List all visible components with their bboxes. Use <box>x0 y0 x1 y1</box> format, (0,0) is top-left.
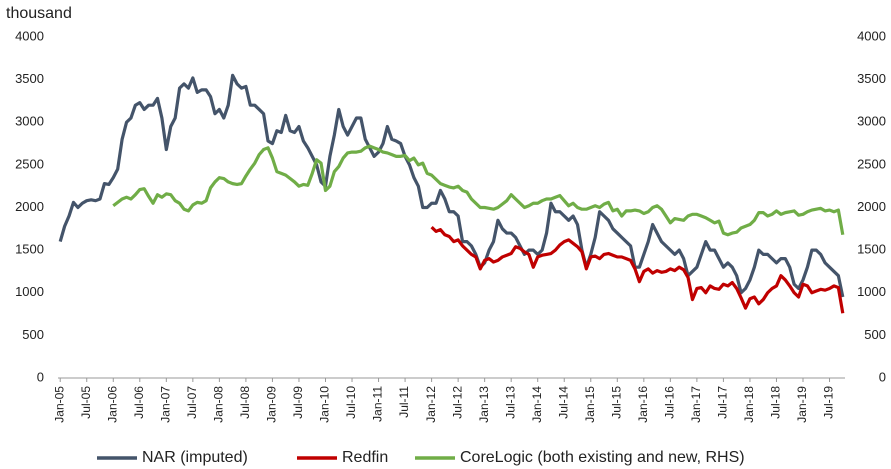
series-line <box>112 144 845 237</box>
y-tick-label: 500 <box>22 327 44 342</box>
legend-label: Redfin <box>342 449 388 466</box>
series-line <box>58 73 845 298</box>
x-tick-label: Jul-09 <box>291 386 305 419</box>
x-tick-label: Jul-17 <box>716 386 730 419</box>
x-tick-label: Jan-06 <box>105 386 119 423</box>
y-tick-label: 3500 <box>15 71 44 86</box>
y-tick-label: 0 <box>37 369 44 384</box>
y-tick-label: 1500 <box>15 242 44 257</box>
x-tick-label: Jul-13 <box>503 386 517 419</box>
x-tick-label: Jan-16 <box>636 386 650 423</box>
y2-tick-label: 3000 <box>857 114 886 129</box>
x-tick-label: Jan-11 <box>371 386 385 422</box>
y-tick-label: 2500 <box>15 156 44 171</box>
x-tick-label: Jul-06 <box>132 386 146 419</box>
legend-label: CoreLogic (both existing and new, RHS) <box>460 449 745 466</box>
y-tick-label: 3000 <box>15 114 44 129</box>
y-tick-label: 4000 <box>15 28 44 43</box>
y2-tick-label: 4000 <box>857 28 886 43</box>
x-tick-label: Jul-14 <box>556 386 570 419</box>
y2-tick-label: 500 <box>864 327 886 342</box>
series-line <box>430 225 845 314</box>
x-tick-label: Jul-10 <box>344 386 358 419</box>
x-tick-label: Jan-08 <box>212 386 226 423</box>
x-tick-label: Jan-14 <box>530 386 544 423</box>
x-tick-label: Jul-19 <box>822 386 836 419</box>
y-tick-label: 1000 <box>15 284 44 299</box>
x-tick-label: Jan-10 <box>318 386 332 423</box>
legend-label: NAR (imputed) <box>142 449 248 466</box>
x-tick-label: Jul-07 <box>185 386 199 419</box>
x-tick-label: Jan-18 <box>742 386 756 423</box>
x-tick-label: Jan-15 <box>583 386 597 423</box>
x-tick-label: Jul-08 <box>238 386 252 419</box>
y2-tick-label: 2000 <box>857 199 886 214</box>
x-tick-label: Jul-12 <box>450 386 464 419</box>
x-tick-label: Jul-16 <box>663 386 677 419</box>
x-tick-label: Jul-15 <box>609 386 623 419</box>
x-tick-label: Jul-18 <box>769 386 783 419</box>
y2-tick-label: 2500 <box>857 156 886 171</box>
x-tick-label: Jan-19 <box>795 386 809 423</box>
x-tick-label: Jul-05 <box>79 386 93 419</box>
x-tick-label: Jan-09 <box>265 386 279 423</box>
x-tick-label: Jan-12 <box>424 386 438 423</box>
y-tick-label: 2000 <box>15 199 44 214</box>
x-tick-label: Jan-13 <box>477 386 491 423</box>
y2-tick-label: 1000 <box>857 284 886 299</box>
x-tick-label: Jan-07 <box>158 386 172 423</box>
x-tick-label: Jul-11 <box>397 386 411 418</box>
x-tick-label: Jan-17 <box>689 386 703 423</box>
y2-tick-label: 1500 <box>857 242 886 257</box>
y-axis-label: thousand <box>6 5 72 22</box>
x-tick-label: Jan-05 <box>52 386 66 423</box>
y2-tick-label: 0 <box>879 369 886 384</box>
y2-tick-label: 3500 <box>857 71 886 86</box>
